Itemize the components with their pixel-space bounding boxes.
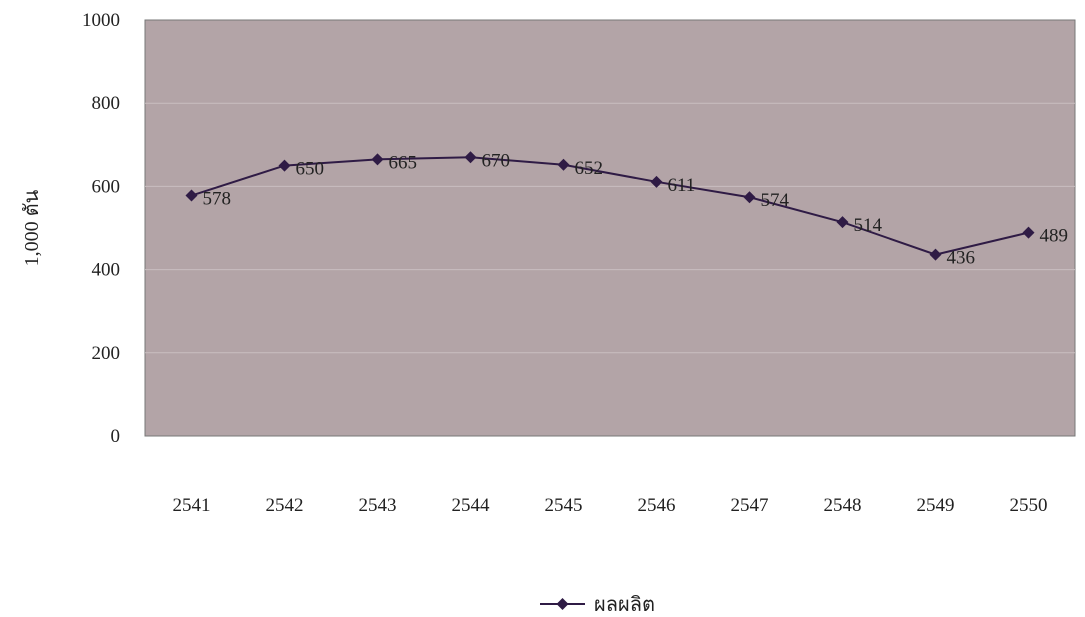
data-point-marker [836, 216, 849, 229]
x-tick-label: 2547 [731, 495, 769, 516]
y-tick-label: 1000 [82, 10, 120, 31]
data-point-marker [1022, 226, 1035, 239]
x-axis-ticks: 2541 2542 2543 2544 2545 2546 2547 2548 2549 2550 [173, 495, 1048, 516]
data-label: 670 [482, 150, 511, 171]
data-label: 652 [575, 158, 604, 179]
data-point-marker [929, 248, 942, 261]
x-tick-label: 2546 [638, 495, 676, 516]
data-labels: 578 650 665 670 652 611 574 514 436 489 [203, 150, 1069, 268]
data-label: 665 [389, 152, 418, 173]
y-tick-label: 600 [92, 176, 121, 197]
plot-area [144, 19, 1076, 437]
y-tick-label: 800 [92, 93, 121, 114]
data-label: 578 [203, 189, 232, 210]
x-tick-label: 2543 [359, 495, 397, 516]
y-axis-label: 1,000 ตัน [21, 189, 43, 266]
x-tick-label: 2545 [545, 495, 583, 516]
y-tick-label: 400 [92, 260, 121, 281]
data-label: 611 [668, 175, 696, 196]
data-point-marker [185, 189, 198, 202]
data-point-marker [557, 158, 570, 171]
legend: ผลผลิต [540, 592, 655, 616]
data-point-marker [371, 153, 384, 166]
data-label: 489 [1040, 226, 1069, 247]
y-tick-label: 200 [92, 343, 121, 364]
x-tick-label: 2550 [1010, 495, 1048, 516]
x-tick-label: 2541 [173, 495, 211, 516]
data-point-marker [650, 175, 663, 188]
data-label: 650 [296, 159, 325, 180]
data-point-marker [278, 159, 291, 172]
x-tick-label: 2544 [452, 495, 491, 516]
data-label: 436 [947, 248, 976, 269]
data-label: 574 [761, 190, 790, 211]
series-line [191, 156, 1029, 256]
legend-label: ผลผลิต [594, 592, 655, 616]
y-axis-ticks: 0 200 400 600 800 1000 [82, 10, 120, 447]
x-tick-label: 2542 [266, 495, 304, 516]
x-tick-label: 2549 [917, 495, 955, 516]
legend-marker-diamond [556, 598, 569, 610]
x-tick-label: 2548 [824, 495, 862, 516]
series-markers [185, 151, 1035, 261]
data-label: 514 [854, 215, 883, 236]
gridlines [145, 102, 1075, 354]
data-point-marker [464, 151, 477, 164]
data-point-marker [743, 191, 756, 204]
y-tick-label: 0 [111, 426, 121, 447]
